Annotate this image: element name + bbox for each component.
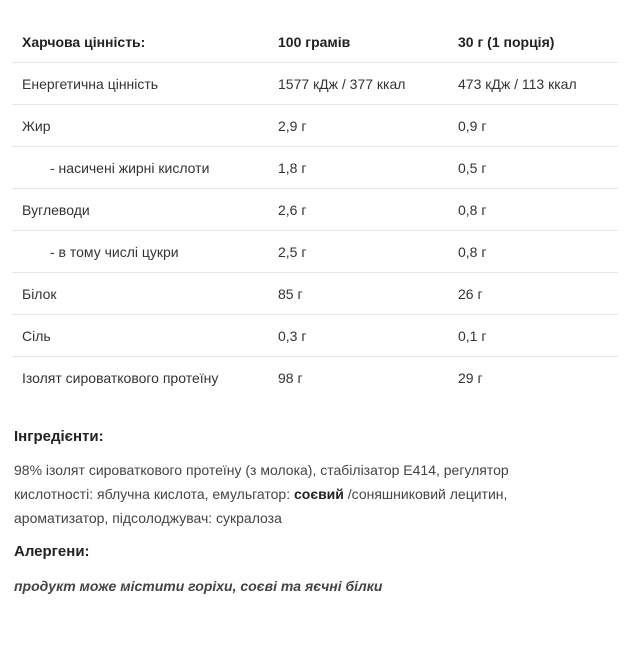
table-row: Ізолят сироваткового протеїну 98 г 29 г: [12, 357, 618, 399]
nutrient-name: Жир: [12, 104, 278, 147]
nutrient-name: Ізолят сироваткового протеїну: [22, 369, 219, 386]
table-header: Харчова цінність: 100 грамів 30 г (1 пор…: [12, 21, 618, 63]
nutrient-name: Вуглеводи: [12, 188, 278, 231]
header-nutrient: Харчова цінність:: [12, 21, 278, 63]
nutrient-name: Сіль: [12, 314, 278, 357]
table-row: Вуглеводи 2,6 г 0,8 г: [12, 188, 618, 231]
allergens-text: продукт може містити горіхи, соєві та яє…: [14, 574, 382, 598]
table-row: Жир 2,9 г 0,9 г: [12, 104, 618, 147]
header-per-100g: 100 грамів: [278, 21, 458, 63]
allergens-title: Алергени:: [14, 543, 90, 560]
value-per-100g: 1,8 г: [278, 146, 458, 189]
ingredients-text-part: /соняшниковий лецитин, ароматизатор, під…: [14, 486, 508, 526]
table-row: Білок 85 г 26 г: [12, 272, 618, 315]
value-per-100g: 2,6 г: [278, 188, 458, 231]
allergens-text-value: продукт може містити горіхи, соєві та яє…: [14, 578, 383, 594]
ingredients-text: 98% ізолят сироваткового протеїну (з мол…: [14, 458, 574, 530]
ingredients-title: Інгредієнти:: [14, 428, 104, 445]
value-per-serving: 29 г: [458, 369, 483, 386]
value-per-100g: 98 г: [278, 369, 303, 386]
allergens-section: Алергени:: [14, 543, 90, 560]
value-per-serving: 0,9 г: [458, 104, 618, 147]
table-row: - насичені жирні кислоти 1,8 г 0,5 г: [12, 146, 618, 189]
nutrient-name: Енергетична цінність: [12, 62, 278, 105]
value-per-serving: 0,8 г: [458, 230, 618, 273]
ingredients-text-part: 98% ізолят сироваткового протеїну (з мол…: [14, 462, 509, 502]
ingredients-bold: соєвий: [294, 486, 344, 502]
value-per-100g: 85 г: [278, 272, 458, 315]
table-row: Енергетична цінність 1577 кДж / 377 ккал 4…: [12, 62, 618, 105]
header-per-serving: 30 г (1 порція): [458, 21, 618, 63]
value-per-100g: 2,9 г: [278, 104, 458, 147]
nutrient-name: Білок: [12, 272, 278, 315]
table-row: - в тому числі цукри 2,5 г 0,8 г: [12, 230, 618, 273]
value-per-serving: 0,8 г: [458, 188, 618, 231]
value-per-100g: 0,3 г: [278, 314, 458, 357]
nutrient-name: - насичені жирні кислоти: [12, 146, 278, 189]
ingredients-section: Інгредієнти:: [14, 428, 104, 445]
table-row: Сіль 0,3 г 0,1 г: [12, 314, 618, 357]
value-per-serving: 26 г: [458, 272, 618, 315]
nutrition-table: Харчова цінність: 100 грамів 30 г (1 пор…: [12, 21, 618, 398]
value-per-serving: 0,5 г: [458, 146, 618, 189]
nutrient-name: - в тому числі цукри: [12, 230, 278, 273]
value-per-serving: 473 кДж / 113 ккал: [458, 62, 618, 105]
value-per-serving: 0,1 г: [458, 314, 618, 357]
value-per-100g: 1577 кДж / 377 ккал: [278, 62, 458, 105]
value-per-100g: 2,5 г: [278, 230, 458, 273]
